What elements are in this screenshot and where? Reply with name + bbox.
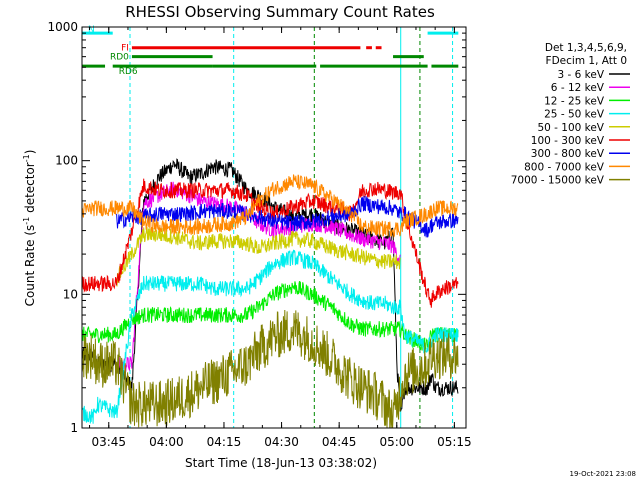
x-tick-label-1: 04:00 bbox=[149, 435, 184, 449]
chart-title: RHESSI Observing Summary Count Rates bbox=[125, 3, 435, 21]
legend-label-6: 300 - 800 keV bbox=[531, 148, 605, 160]
x-tick-label-2: 04:15 bbox=[207, 435, 242, 449]
plot-area bbox=[81, 27, 459, 429]
legend-header-line-1: Det 1,3,4,5,6,9, bbox=[545, 42, 627, 54]
y-tick-label-1: 10 bbox=[63, 287, 78, 301]
legend: Det 1,3,4,5,6,9, FDecim 1, Att 0 3 - 6 k… bbox=[511, 42, 630, 187]
y-axis-ticks: 1 10 100 1000 bbox=[47, 20, 466, 435]
flag-label-RD6: RD6 bbox=[119, 67, 138, 77]
series-line-2 bbox=[81, 281, 459, 353]
plot-frame bbox=[81, 26, 467, 429]
y-tick-label-2: 100 bbox=[55, 154, 78, 168]
flag-label-N: N bbox=[88, 25, 95, 35]
legend-label-5: 100 - 300 keV bbox=[531, 135, 605, 147]
x-tick-label-4: 04:45 bbox=[322, 435, 357, 449]
series-line-4 bbox=[116, 226, 401, 287]
series-line-8 bbox=[81, 309, 459, 429]
legend-label-0: 3 - 6 keV bbox=[557, 69, 604, 81]
flag-label-RD0: RD0 bbox=[110, 53, 129, 63]
legend-label-1: 6 - 12 keV bbox=[551, 82, 605, 94]
series-line-7 bbox=[81, 174, 459, 239]
y-tick-label-0: 1 bbox=[70, 421, 78, 435]
series-line-1 bbox=[116, 181, 401, 372]
legend-label-4: 50 - 100 keV bbox=[537, 122, 604, 134]
legend-label-2: 12 - 25 keV bbox=[544, 95, 605, 107]
y-axis-label: Count Rate (s-1 detector-1) bbox=[22, 150, 37, 307]
legend-label-8: 7000 - 15000 keV bbox=[511, 175, 605, 187]
legend-header-line-2: FDecim 1, Att 0 bbox=[546, 55, 627, 67]
series-line-6 bbox=[116, 195, 459, 238]
x-tick-label-5: 05:00 bbox=[379, 435, 414, 449]
x-tick-label-0: 03:45 bbox=[91, 435, 126, 449]
flag-label-FI: FI bbox=[121, 44, 129, 54]
y-tick-label-3: 1000 bbox=[47, 20, 78, 34]
x-tick-label-6: 05:15 bbox=[437, 435, 472, 449]
x-tick-label-3: 04:30 bbox=[264, 435, 299, 449]
series-line-3 bbox=[81, 249, 459, 424]
legend-label-7: 800 - 7000 keV bbox=[524, 161, 605, 173]
x-axis-ticks: 03:45 04:00 04:15 04:30 04:45 05:00 05:15 bbox=[89, 27, 472, 449]
x-axis-label: Start Time (18-Jun-13 03:38:02) bbox=[185, 456, 377, 470]
legend-label-3: 25 - 50 keV bbox=[544, 109, 605, 121]
generation-timestamp: 19-Oct-2021 23:08 bbox=[570, 470, 636, 478]
